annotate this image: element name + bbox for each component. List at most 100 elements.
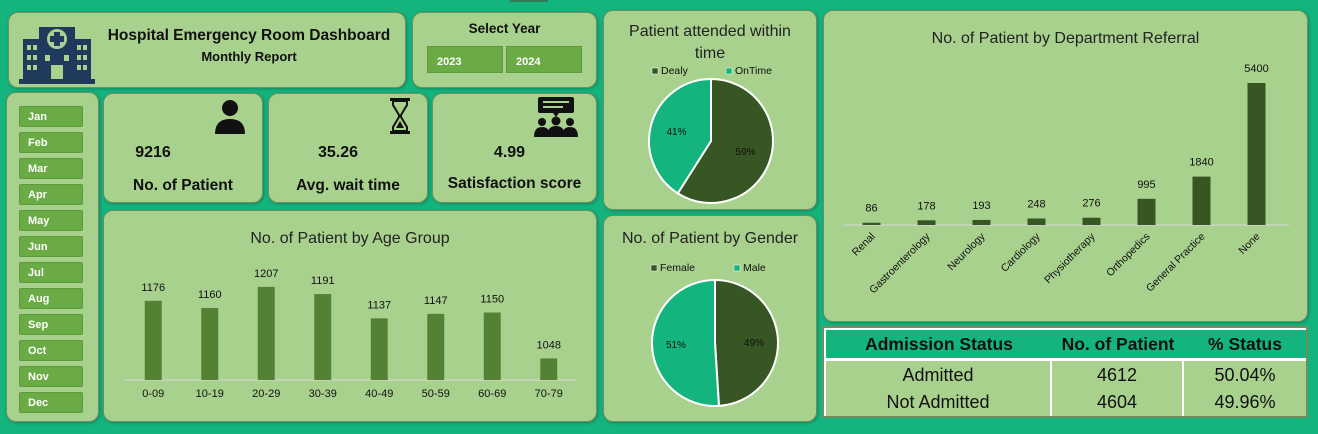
hospital-building-icon	[19, 27, 95, 84]
bar-20-29	[257, 286, 275, 380]
gender-chart-card: No. of Patient by Gender 49% 51% Female Mal…	[603, 215, 817, 422]
x-tick-label: 10-19	[196, 388, 224, 400]
legend-swatch	[651, 67, 659, 75]
data-label: 1207	[254, 268, 278, 280]
table-cell: 50.04%	[1184, 361, 1306, 389]
month-button-dec[interactable]: Dec	[19, 392, 83, 413]
data-label: 1137	[367, 299, 391, 311]
dashboard-subtitle: Monthly Report	[201, 49, 297, 64]
audience-feedback-icon	[534, 97, 578, 137]
month-button-jun[interactable]: Jun	[19, 236, 83, 257]
gender-chart-title: No. of Patient by Gender	[621, 230, 799, 247]
table-cell: 49.96%	[1184, 389, 1306, 416]
data-label: 995	[1137, 179, 1155, 191]
x-tick-label: Cardiology	[999, 230, 1044, 275]
legend-swatch	[733, 264, 741, 272]
year-slicer: Select Year 2023 2024	[412, 12, 597, 88]
pie-slice-female	[714, 278, 779, 407]
data-label: 178	[917, 200, 935, 212]
bar-60-69	[483, 312, 501, 380]
x-tick-label: Gastroenterology	[867, 230, 933, 296]
pie-data-label: 41%	[666, 127, 686, 138]
bar-10-19	[201, 308, 219, 380]
legend-label: OnTime	[735, 65, 772, 77]
x-tick-label: Physiotherapy	[1042, 230, 1098, 286]
kpi-satisfaction: 4.99 Satisfaction score	[432, 93, 597, 203]
data-label: 1840	[1189, 157, 1213, 169]
bar-gastroenterology	[917, 220, 936, 225]
year-button-2024[interactable]: 2024	[506, 46, 582, 73]
data-label: 5400	[1244, 63, 1268, 75]
bar-physiotherapy	[1082, 217, 1101, 225]
legend-label: Male	[743, 262, 766, 274]
table-cell: Admitted	[826, 361, 1052, 389]
table-header-cell: % Status	[1208, 333, 1282, 354]
x-tick-label: 40-49	[365, 388, 393, 400]
month-button-oct[interactable]: Oct	[19, 340, 83, 361]
legend-label: Dealy	[661, 65, 689, 77]
x-tick-label: Neurology	[945, 230, 988, 273]
x-tick-label: 0-09	[142, 388, 164, 400]
bar-40-49	[370, 318, 388, 380]
kpi-patients-label: No. of Patient	[133, 177, 233, 194]
admission-status-table: Admission Status No. of Patient % Status…	[822, 326, 1308, 418]
department-chart-card: No. of Patient by Department Referral 86…	[823, 10, 1308, 322]
pie-slice-dealy	[676, 77, 774, 204]
year-button-2023[interactable]: 2023	[427, 46, 503, 73]
month-button-apr[interactable]: Apr	[19, 184, 83, 205]
legend-swatch	[725, 67, 733, 75]
month-button-feb[interactable]: Feb	[19, 132, 83, 153]
x-tick-label: Orthopedics	[1104, 231, 1153, 280]
attended-time-pie: 59% 41% Dealy OnTime	[648, 65, 774, 204]
x-tick-label: Renal	[850, 231, 878, 259]
bar-70-79	[540, 358, 558, 380]
month-button-may[interactable]: May	[19, 210, 83, 231]
bar-0-09	[144, 300, 162, 380]
kpi-satisfaction-label: Satisfaction score	[447, 175, 582, 192]
x-tick-label: 30-39	[309, 388, 337, 400]
kpi-wait-label: Avg. wait time	[296, 177, 400, 194]
x-tick-label: None	[1236, 231, 1262, 257]
x-tick-label: 70-79	[535, 388, 563, 400]
table-header-row: Admission Status No. of Patient % Status	[826, 330, 1306, 358]
table-cell: 4612	[1052, 361, 1184, 389]
gender-pie: 49% 51% Female Male	[650, 262, 779, 407]
age-chart-title: No. of Patient by Age Group	[250, 230, 450, 247]
bar-orthopedics	[1137, 198, 1156, 225]
person-icon	[215, 100, 245, 134]
month-button-mar[interactable]: Mar	[19, 158, 83, 179]
month-slicer: Jan Feb Mar Apr May Jun Jul Aug Sep Oct …	[6, 92, 99, 422]
x-tick-label: 60-69	[478, 388, 506, 400]
table-row: Admitted 4612 50.04%	[826, 361, 1306, 389]
bar-cardiology	[1027, 218, 1046, 225]
bar-neurology	[972, 219, 991, 225]
month-button-nov[interactable]: Nov	[19, 366, 83, 387]
data-label: 276	[1082, 198, 1100, 210]
hourglass-icon	[390, 98, 410, 134]
legend-label: Female	[660, 262, 695, 274]
pie-slice-ontime	[648, 77, 712, 195]
pie-slice-male	[651, 278, 721, 407]
top-accent-line	[510, 0, 548, 2]
x-tick-label: General Practice	[1144, 231, 1208, 295]
pie-data-label: 49%	[744, 338, 764, 349]
title-card: Hospital Emergency Room Dashboard Monthl…	[8, 12, 406, 88]
month-button-aug[interactable]: Aug	[19, 288, 83, 309]
table-header-cell: Admission Status	[865, 333, 1013, 354]
data-label: 86	[865, 203, 877, 215]
age-group-chart: 1176 0-09 1160 10-19 1207 20-29 1191 30-39 1137 4…	[124, 268, 576, 400]
month-button-sep[interactable]: Sep	[19, 314, 83, 335]
data-label: 1160	[198, 289, 222, 301]
kpi-wait-value: 35.26	[317, 144, 359, 161]
table-cell: Not Admitted	[826, 389, 1052, 416]
month-button-jan[interactable]: Jan	[19, 106, 83, 127]
pie-data-label: 51%	[666, 340, 686, 351]
kpi-satisfaction-value: 4.99	[493, 144, 526, 161]
bar-general-practice	[1192, 176, 1211, 225]
month-button-jul[interactable]: Jul	[19, 262, 83, 283]
x-tick-label: 20-29	[252, 388, 280, 400]
attended-time-chart-card: Patient attended within time 59% 41% Dealy…	[603, 10, 817, 210]
dept-chart-title: No. of Patient by Department Referral	[931, 30, 1200, 47]
year-slicer-label: Select Year	[468, 21, 541, 36]
bar-none	[1247, 83, 1266, 225]
